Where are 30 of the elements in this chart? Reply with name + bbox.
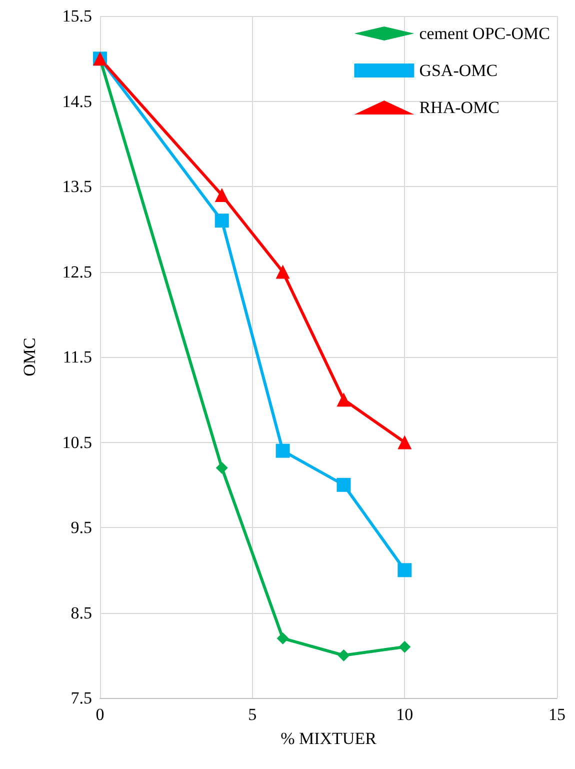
point: [214, 214, 229, 228]
point: [214, 188, 229, 202]
y-axis-title: OMC: [20, 338, 39, 376]
x-tick-label: 10: [396, 705, 414, 724]
point: [398, 640, 411, 653]
y-tick-label: 9.5: [70, 518, 92, 537]
y-tick-label: 7.5: [70, 688, 92, 708]
point: [398, 435, 412, 450]
x-tick-label: 5: [248, 705, 257, 724]
x-tick-label: 0: [96, 705, 104, 724]
y-tick-label: 14.5: [62, 92, 92, 111]
y-tick-label: 12.5: [62, 262, 92, 282]
x-axis-title: % MIXTUER: [280, 729, 378, 748]
point: [276, 444, 290, 458]
point: [336, 478, 351, 492]
point: [336, 392, 351, 407]
legend-label: RHA-OMC: [419, 98, 500, 117]
y-tick-label: 11.5: [62, 348, 92, 366]
point: [276, 632, 289, 644]
point: [398, 563, 412, 578]
y-tick-label: 13.5: [62, 177, 92, 196]
x-tick-label: 15: [548, 705, 566, 724]
y-tick-label: 8.5: [70, 603, 92, 622]
point: [216, 462, 228, 474]
point: [276, 264, 290, 279]
legend-label: GSA-OMC: [419, 61, 498, 80]
y-tick-label: 15.5: [62, 6, 92, 26]
point: [338, 649, 350, 662]
legend-label: cement OPC-OMC: [419, 24, 550, 43]
y-tick-label: 10.5: [62, 432, 92, 452]
